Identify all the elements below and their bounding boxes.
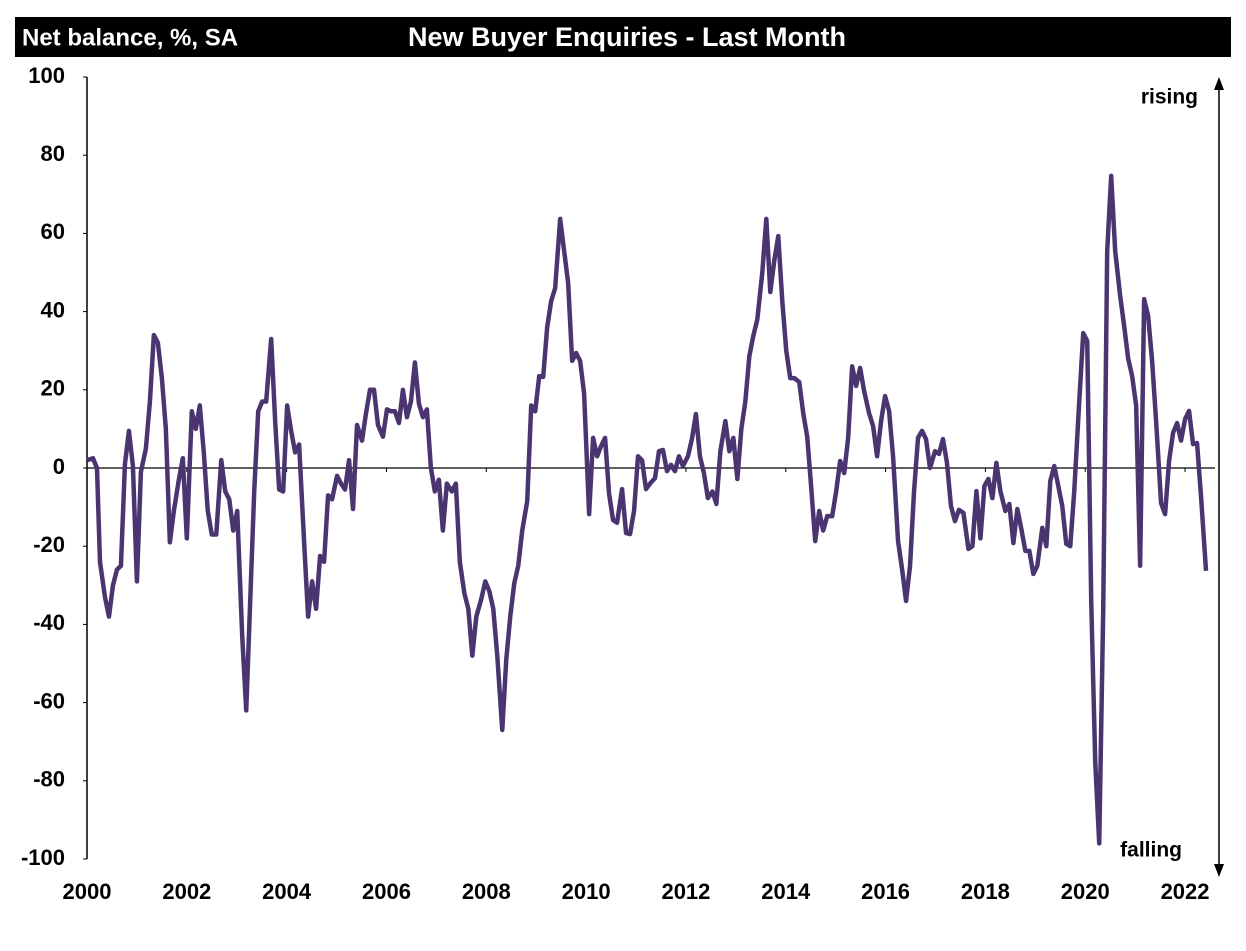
y-tick-label: 40 bbox=[41, 297, 65, 322]
y-tick-label: 80 bbox=[41, 141, 65, 166]
x-tick-label: 2000 bbox=[63, 879, 112, 904]
x-tick-label: 2008 bbox=[462, 879, 511, 904]
x-tick-label: 2010 bbox=[562, 879, 611, 904]
x-tick-label: 2012 bbox=[661, 879, 710, 904]
x-tick-label: 2020 bbox=[1061, 879, 1110, 904]
annotation: rising bbox=[1141, 86, 1198, 109]
y-tick-label: 20 bbox=[41, 376, 65, 401]
y-tick-label: -20 bbox=[33, 532, 65, 557]
x-tick-label: 2004 bbox=[262, 879, 312, 904]
y-tick-label: -60 bbox=[33, 688, 65, 713]
y-tick-label: 60 bbox=[41, 219, 65, 244]
x-tick-label: 2016 bbox=[861, 879, 910, 904]
x-tick-label: 2018 bbox=[961, 879, 1010, 904]
y-tick-label: -80 bbox=[33, 767, 65, 792]
x-tick-label: 2022 bbox=[1161, 879, 1210, 904]
chart-title: New Buyer Enquiries - Last Month bbox=[408, 22, 846, 52]
x-tick-label: 2002 bbox=[162, 879, 211, 904]
x-tick-label: 2006 bbox=[362, 879, 411, 904]
y-axis-label: Net balance, %, SA bbox=[22, 24, 238, 51]
y-tick-label: -40 bbox=[33, 610, 65, 635]
y-tick-label: 100 bbox=[28, 63, 65, 88]
annotation: falling bbox=[1120, 839, 1182, 862]
y-tick-label: 0 bbox=[53, 454, 65, 479]
y-tick-label: -100 bbox=[21, 845, 65, 870]
data-line bbox=[86, 173, 1209, 846]
header-bar bbox=[15, 17, 1231, 57]
x-tick-label: 2014 bbox=[761, 879, 811, 904]
